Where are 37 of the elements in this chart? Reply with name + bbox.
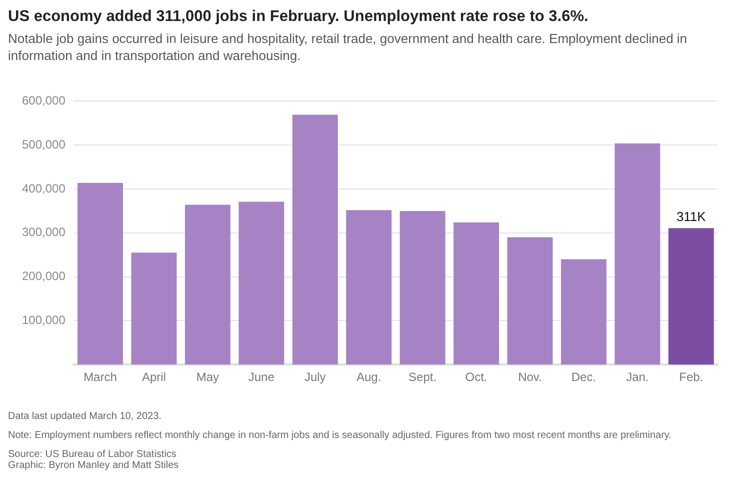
y-tick-label: 600,000 (22, 94, 66, 108)
text: Data last updated March 10, 2023. (8, 411, 162, 422)
x-tick-label: Oct. (465, 370, 488, 384)
bar (78, 182, 123, 365)
y-tick-label: 100,000 (22, 313, 66, 328)
source-note: Source: US Bureau of Labor Statistics (8, 449, 178, 460)
bar (400, 210, 446, 365)
bar (454, 222, 499, 365)
chart-title: US economy added 311,000 jobs in February. Unemployment rate rose to 3.6%. (8, 8, 590, 26)
text: Note: Employment numbers reflect monthly change in non-farm jobs and is seasonally adjusted. Figures from two most recent months are preliminary. (8, 430, 672, 441)
x-tick-label: June (248, 370, 275, 384)
bar (507, 237, 553, 365)
x-tick-label: Aug. (356, 370, 382, 384)
y-tick-label: 400,000 (22, 181, 66, 196)
x-tick-label: Dec. (571, 370, 596, 384)
bar (668, 228, 714, 365)
x-tick-label: Sept. (408, 370, 437, 384)
x-tick-label: March (84, 370, 117, 384)
bar (560, 259, 606, 365)
y-tick-label: 500,000 (22, 137, 66, 152)
y-tick-label: 300,000 (22, 225, 66, 240)
bar (614, 143, 660, 365)
bar (346, 210, 392, 365)
bar (184, 204, 230, 365)
bar (131, 252, 177, 365)
x-tick-label: May (196, 370, 220, 384)
bar (238, 202, 284, 365)
data-label: 311K (676, 209, 706, 224)
x-tick-label: Nov. (518, 370, 542, 384)
x-tick-label: April (142, 370, 166, 384)
x-tick-label: July (304, 370, 326, 384)
x-tick-label: Feb. (679, 370, 704, 384)
y-tick-label: 200,000 (22, 269, 66, 284)
x-tick-label: Jan. (626, 370, 649, 384)
chart-subtitle: Notable job gains occurred in leisure and hospitality, retail trade, government and health care. Employment declined in information and in transportation and warehousing. (8, 30, 688, 64)
text: Graphic: Byron Manley and Matt Stiles (8, 460, 180, 471)
bar (292, 114, 338, 365)
